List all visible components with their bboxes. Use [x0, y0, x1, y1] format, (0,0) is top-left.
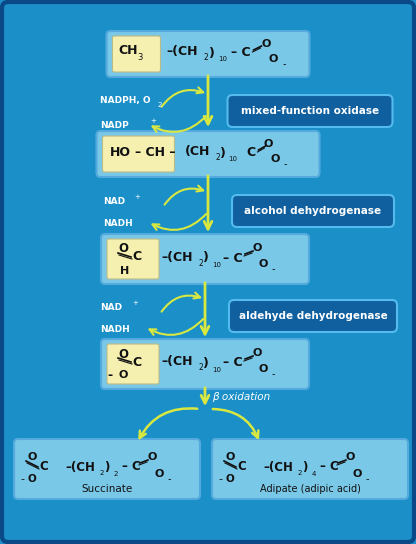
Text: +: + — [150, 118, 156, 124]
Text: –(CH: –(CH — [161, 355, 193, 368]
Text: O: O — [147, 452, 157, 462]
Text: C: C — [246, 146, 255, 159]
Text: C: C — [132, 355, 141, 368]
FancyBboxPatch shape — [107, 239, 159, 279]
Text: -: - — [167, 474, 171, 484]
Text: -: - — [20, 474, 24, 484]
Text: -: - — [283, 59, 286, 69]
Text: Succinate: Succinate — [82, 484, 133, 494]
Text: – C: – C — [223, 356, 243, 369]
Text: alcohol dehydrogenase: alcohol dehydrogenase — [245, 206, 381, 216]
Text: +: + — [132, 300, 138, 306]
Text: ): ) — [220, 146, 225, 159]
Text: O: O — [118, 370, 128, 380]
Text: H: H — [120, 266, 130, 276]
Text: O: O — [262, 39, 271, 49]
Text: mixed-function oxidase: mixed-function oxidase — [241, 106, 379, 116]
Text: O: O — [253, 243, 262, 253]
Text: 2: 2 — [114, 471, 118, 477]
Text: (CH: (CH — [185, 145, 210, 158]
Text: – C: – C — [231, 46, 250, 59]
Text: 10: 10 — [213, 262, 221, 268]
Text: ): ) — [203, 356, 209, 369]
Text: NAD: NAD — [100, 302, 122, 312]
Text: 2: 2 — [158, 102, 162, 108]
Text: 2: 2 — [215, 153, 220, 163]
Text: HO: HO — [110, 145, 131, 158]
FancyBboxPatch shape — [97, 131, 319, 177]
Text: O: O — [118, 243, 128, 256]
Text: NAD: NAD — [103, 196, 125, 206]
Text: –(CH: –(CH — [167, 46, 198, 59]
Text: ): ) — [203, 251, 209, 264]
FancyBboxPatch shape — [212, 439, 408, 499]
Text: O: O — [27, 452, 37, 462]
FancyBboxPatch shape — [112, 36, 161, 72]
Text: 2: 2 — [198, 258, 203, 268]
Text: –(CH: –(CH — [161, 250, 193, 263]
Text: –(CH: –(CH — [263, 461, 293, 473]
Text: -: - — [218, 474, 222, 484]
FancyBboxPatch shape — [14, 439, 200, 499]
FancyBboxPatch shape — [101, 234, 309, 284]
Text: O: O — [345, 452, 355, 462]
Text: Adipate (adipic acid): Adipate (adipic acid) — [260, 484, 360, 494]
Text: O: O — [27, 474, 36, 484]
Text: – C: – C — [223, 251, 243, 264]
Text: ): ) — [104, 461, 110, 474]
Text: -: - — [365, 474, 369, 484]
Text: -: - — [107, 368, 113, 381]
Text: NADPH, O: NADPH, O — [100, 96, 151, 104]
Text: 2: 2 — [203, 53, 208, 63]
Text: O: O — [258, 259, 267, 269]
Text: O: O — [269, 54, 278, 64]
Text: O: O — [154, 469, 163, 479]
Text: NADH: NADH — [103, 219, 133, 228]
Text: -: - — [271, 264, 275, 274]
Text: C: C — [40, 461, 48, 473]
Text: -: - — [284, 159, 287, 169]
Text: O: O — [253, 348, 262, 358]
Text: -: - — [271, 369, 275, 379]
FancyBboxPatch shape — [228, 95, 393, 127]
Text: 2: 2 — [198, 363, 203, 373]
Text: O: O — [352, 469, 362, 479]
Text: O: O — [258, 364, 267, 374]
Text: – C: – C — [121, 461, 140, 473]
Text: O: O — [225, 474, 234, 484]
Text: 3: 3 — [137, 53, 142, 61]
FancyBboxPatch shape — [102, 136, 174, 172]
Text: NADH: NADH — [100, 325, 130, 333]
Text: O: O — [264, 139, 273, 149]
Text: O: O — [118, 348, 128, 361]
FancyBboxPatch shape — [107, 344, 159, 384]
Text: C: C — [132, 250, 141, 263]
Text: aldehyde dehydrogenase: aldehyde dehydrogenase — [239, 311, 387, 321]
Text: 10: 10 — [228, 156, 237, 162]
Text: O: O — [271, 154, 280, 164]
Text: – CH –: – CH – — [135, 145, 176, 158]
Text: 2: 2 — [298, 470, 302, 476]
Text: NADP: NADP — [100, 121, 129, 131]
Text: β oxidation: β oxidation — [212, 392, 270, 402]
Text: –(CH: –(CH — [65, 461, 95, 473]
Text: 10: 10 — [218, 56, 227, 62]
FancyBboxPatch shape — [229, 300, 397, 332]
Text: 10: 10 — [213, 367, 221, 373]
Text: CH: CH — [119, 45, 138, 58]
Text: 2: 2 — [100, 470, 104, 476]
FancyBboxPatch shape — [106, 31, 310, 77]
Text: ): ) — [302, 461, 308, 474]
Text: – C: – C — [319, 461, 338, 473]
Text: C: C — [238, 461, 246, 473]
FancyBboxPatch shape — [101, 339, 309, 389]
Text: O: O — [225, 452, 235, 462]
Text: +: + — [134, 194, 140, 200]
Text: 4: 4 — [312, 471, 316, 477]
FancyBboxPatch shape — [232, 195, 394, 227]
Text: ): ) — [208, 46, 214, 59]
